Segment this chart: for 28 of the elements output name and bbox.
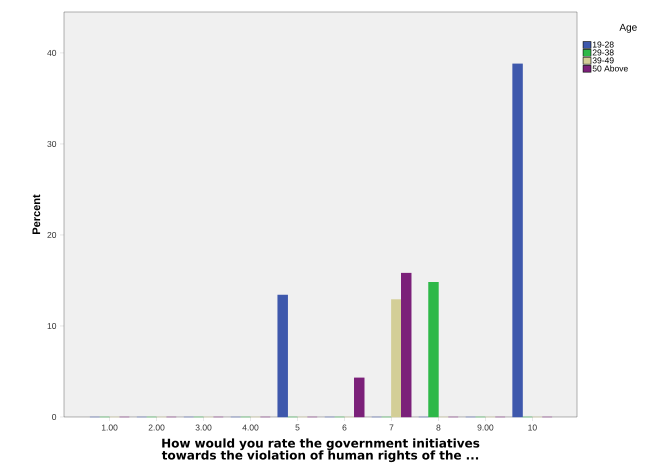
legend-label: 39-49 [592, 57, 614, 64]
bar [512, 64, 523, 418]
y-axis-title: Percent [32, 194, 40, 234]
legend-title: Age [619, 24, 637, 33]
x-tick-label: 5 [295, 424, 300, 430]
x-tick-label: 9.00 [478, 424, 494, 431]
y-tick-label: 20 [47, 232, 56, 238]
x-tick-label: 1.00 [102, 424, 118, 431]
x-tick-label: 7 [390, 424, 394, 430]
x-tick-label: 8 [436, 424, 440, 431]
bar [354, 378, 364, 418]
bar [391, 299, 402, 418]
y-tick-label: 10 [48, 322, 56, 329]
x-axis-title: How would you rate the government initiatives towards the violation of human rights of the ... [162, 438, 480, 462]
y-tick-label: 30 [47, 140, 56, 147]
legend-label: 19-28 [592, 42, 614, 48]
x-tick-label: 3.00 [196, 424, 212, 431]
x-tick-label: 10 [528, 424, 537, 431]
bar [401, 272, 412, 418]
x-tick-label: 4.00 [242, 424, 258, 431]
legend-label: 29-38 [592, 49, 614, 56]
x-tick-label: 2.00 [148, 424, 164, 431]
bar [277, 294, 288, 418]
x-tick-label: 6 [342, 424, 346, 431]
legend-label: 50 Above [592, 65, 628, 72]
bar [428, 282, 439, 418]
y-tick-label: 0 [52, 414, 56, 420]
y-tick-label: 40 [47, 50, 56, 56]
